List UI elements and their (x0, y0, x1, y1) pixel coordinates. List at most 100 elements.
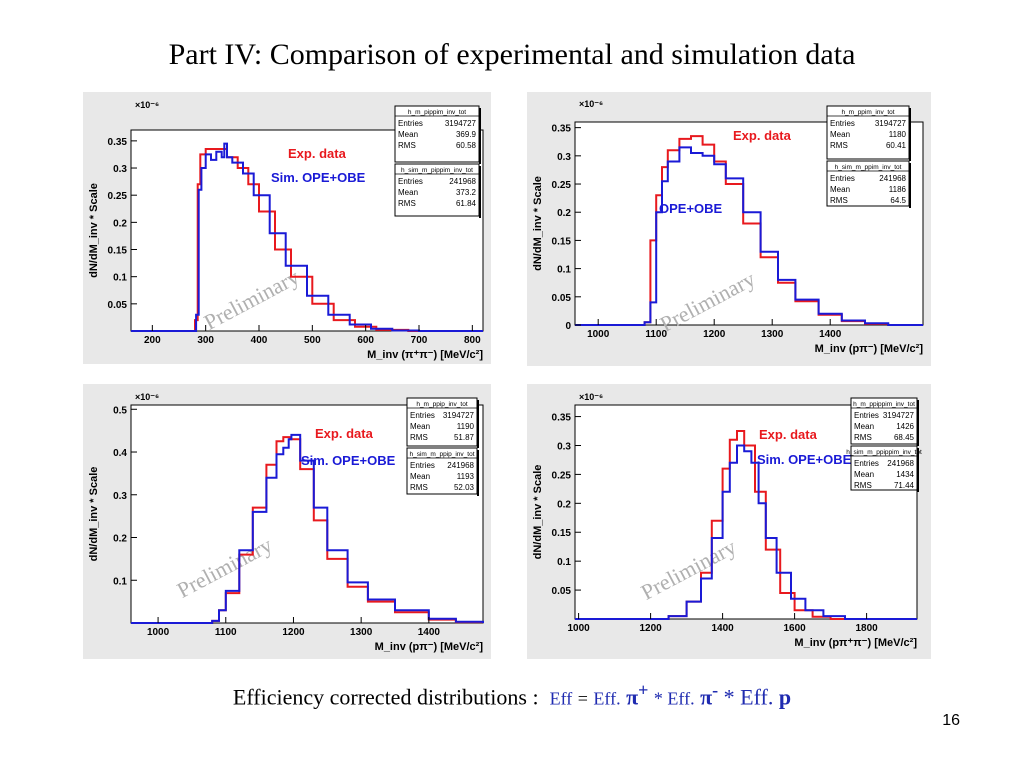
stats-value: 3194727 (875, 119, 907, 128)
y-tick-label: 0.1 (557, 265, 571, 276)
sim-label: OPE+OBE (659, 201, 723, 216)
y-axis-title: dN/dM_inv * Scale (88, 183, 100, 278)
stats-box-exp: h_m_ppip_inv_tot Entries 3194727 Mean 1190 RM… (406, 397, 479, 448)
stats-box-frame (850, 397, 918, 445)
stats-value: 1434 (896, 470, 914, 479)
stats-key: Entries (398, 119, 423, 128)
stats-box-frame (826, 105, 910, 160)
sim-label: Sim. OPE+OBE (301, 453, 396, 468)
stats-header: h_sim_m_ppim_inv_tot (835, 164, 902, 171)
y-tick-label: 0.25 (552, 180, 572, 191)
chart-panel-ppim: Preliminary 1000 1100 1200 1300 1400 0 0.05 0.1 0… (527, 92, 931, 366)
stats-box-shadow (917, 448, 919, 492)
y-tick-label: 0.05 (552, 293, 572, 304)
stats-key: RMS (398, 199, 416, 208)
x-axis-title: M_inv (pπ⁺π⁻) [MeV/c²] (794, 637, 917, 649)
stats-value: 1193 (457, 472, 475, 481)
stats-box-sim: h_sim_m_ppip_inv_tot Entries 241968 Mean 119… (406, 447, 479, 496)
x-tick-label: 1000 (147, 627, 170, 638)
series-sim-line (131, 433, 484, 624)
y-tick-label: 0.3 (557, 441, 571, 452)
stats-header: h_m_ppip_inv_tot (416, 401, 468, 408)
chart-panel-ppippim: Preliminary 1000 1200 1400 1600 1800 0.05 0.1 0.… (527, 384, 931, 659)
y-exponent-label: ×10⁻⁶ (579, 99, 603, 109)
y-tick-label: 0.2 (113, 218, 127, 229)
stats-key: RMS (830, 141, 848, 150)
stats-key: Mean (830, 130, 850, 139)
x-tick-label: 1000 (567, 623, 590, 634)
x-tick-label: 1800 (855, 623, 878, 634)
stats-key: Mean (854, 470, 874, 479)
stats-header: h_m_ppim_inv_tot (841, 109, 894, 116)
y-tick-label: 0.2 (113, 534, 127, 545)
stats-header: h_m_ppippim_inv_tot (853, 401, 915, 408)
y-tick-label: 0.25 (108, 191, 128, 202)
stats-value: 3194727 (445, 119, 477, 128)
exp-data-label: Exp. data (315, 426, 374, 441)
stats-header: h_m_pippim_inv_tot (408, 109, 466, 116)
stats-header: h_sim_m_pippim_inv_tot (401, 167, 473, 174)
footer-eff2: Eff. (593, 688, 621, 709)
series-sim-line (575, 444, 917, 620)
footer-star2: * Eff. (723, 684, 774, 710)
footer-prefix: Efficiency corrected distributions : (232, 684, 539, 710)
stats-key: Entries (830, 174, 855, 183)
stats-key: Mean (410, 422, 430, 431)
y-tick-label: 0.05 (108, 300, 128, 311)
footer-plus-sup: + (638, 680, 649, 700)
stats-box-sim: h_sim_m_ppim_inv_tot Entries 241968 Mean 118… (826, 160, 911, 208)
stats-value: 60.41 (886, 141, 907, 150)
stats-key: RMS (854, 481, 872, 490)
footer-pi-minus: π (700, 684, 713, 710)
y-tick-label: 0.35 (108, 137, 128, 148)
stats-value: 241968 (879, 174, 906, 183)
stats-box-shadow (909, 108, 911, 161)
exp-data-label: Exp. data (288, 146, 347, 161)
footer-p: p (778, 684, 792, 710)
stats-box-frame (394, 105, 480, 163)
stats-box-shadow (477, 450, 479, 496)
y-exponent-label: ×10⁻⁶ (135, 100, 159, 110)
x-tick-label: 500 (304, 335, 321, 346)
page-number: 16 (942, 712, 960, 729)
sim-label: Sim. OPE+OBE (271, 170, 366, 185)
stats-header: h_sim_m_ppip_inv_tot (409, 451, 474, 458)
exp-data-label: Exp. data (759, 427, 818, 442)
stats-key: RMS (398, 141, 416, 150)
stats-key: RMS (410, 483, 428, 492)
stats-value: 1186 (889, 185, 907, 194)
y-tick-label: 0.2 (557, 499, 571, 510)
stats-value: 241968 (887, 459, 914, 468)
stats-key: Entries (410, 411, 435, 420)
y-tick-label: 0.2 (557, 208, 571, 219)
series-sim-line (131, 142, 483, 332)
stats-box-shadow (477, 400, 479, 448)
y-tick-label: 0.1 (113, 273, 127, 284)
y-tick-label: 0.4 (113, 448, 127, 459)
x-tick-label: 700 (411, 335, 428, 346)
stats-value: 52.03 (454, 483, 475, 492)
y-tick-label: 0.3 (113, 491, 127, 502)
stats-box-shadow (909, 163, 911, 208)
stats-key: RMS (830, 196, 848, 205)
footer-pi-plus: π (626, 684, 639, 710)
x-tick-label: 400 (251, 335, 268, 346)
stats-value: 68.45 (894, 433, 915, 442)
x-tick-label: 1200 (703, 329, 726, 340)
y-tick-label: 0.35 (552, 413, 572, 424)
stats-value: 3194727 (883, 411, 915, 420)
stats-value: 60.58 (456, 141, 477, 150)
x-tick-label: 1300 (350, 627, 373, 638)
y-axis-title: dN/dM_inv * Scale (88, 467, 100, 562)
y-axis-title: dN/dM_inv * Scale (532, 465, 544, 560)
stats-box-exp: h_m_ppippim_inv_tot Entries 3194727 Mean 142… (850, 397, 919, 446)
stats-value: 64.5 (890, 196, 906, 205)
footer-minus-sup: - (712, 680, 719, 700)
exp-data-label: Exp. data (733, 128, 792, 143)
footer-eq: = (577, 688, 588, 709)
stats-key: RMS (410, 433, 428, 442)
y-tick-label: 0.15 (552, 528, 572, 539)
